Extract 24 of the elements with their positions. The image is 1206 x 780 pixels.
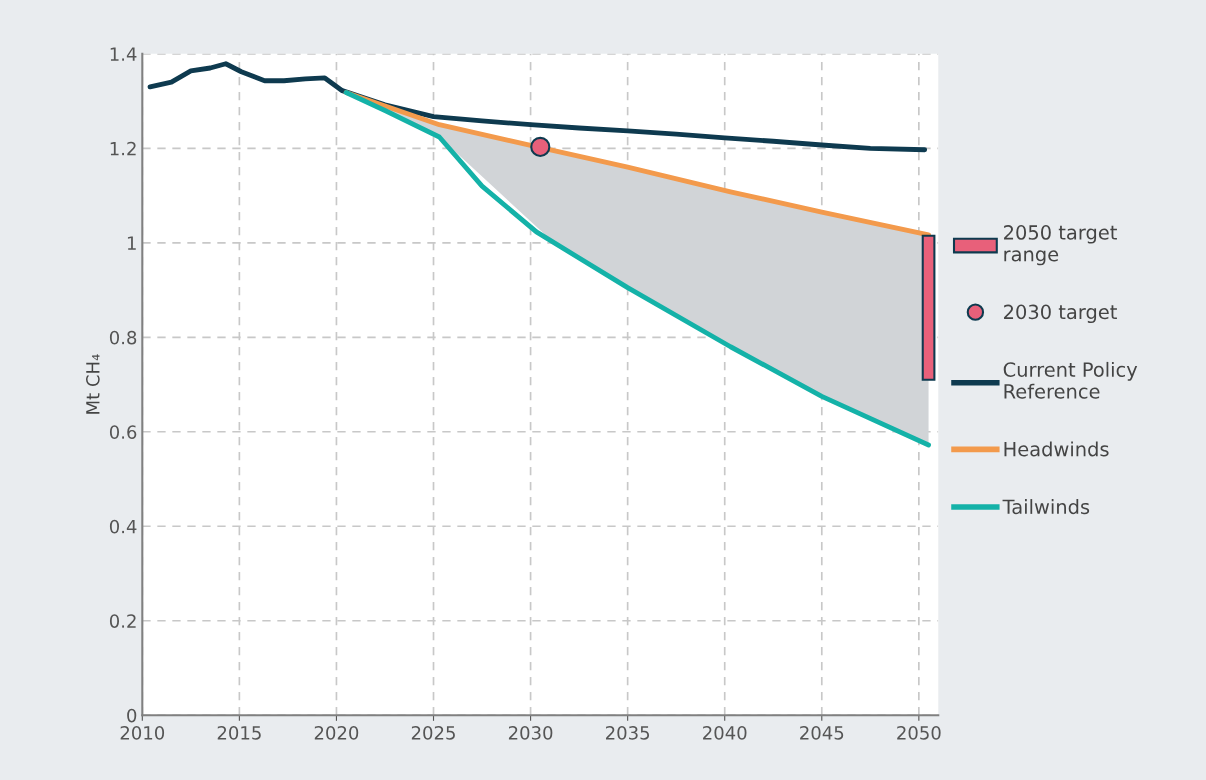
- y-tick-label: 0: [127, 708, 137, 723]
- y-tick-label: 1.4: [110, 47, 137, 61]
- x-tick-label: 2025: [411, 726, 455, 740]
- y-axis-title: Mt CH₄: [86, 354, 100, 414]
- legend-label: 2050 target range: [1004, 225, 1117, 266]
- x-tick-label: 2045: [800, 726, 844, 740]
- y-tick-label: 1.2: [110, 141, 136, 156]
- x-tick-label: 2050: [897, 726, 941, 740]
- x-tick-label: 2030: [508, 726, 553, 740]
- x-tick-label: 2040: [703, 726, 747, 740]
- y-tick-label: 0.2: [109, 614, 136, 628]
- legend-label: 2030 target: [1004, 304, 1117, 324]
- legend-label: Headwinds: [1004, 441, 1109, 457]
- y-tick-label: 1: [127, 236, 136, 250]
- y-tick-label: 0.6: [109, 425, 137, 439]
- x-tick-label: 2020: [314, 726, 359, 740]
- x-tick-label: 2010: [120, 726, 165, 740]
- y-tick-label: 0.8: [109, 330, 137, 345]
- legend-label: Current Policy Reference: [1003, 361, 1138, 399]
- x-tick-label: 2035: [606, 726, 650, 740]
- legend-label: Tailwinds: [1002, 499, 1090, 515]
- line-series: [147, 61, 928, 153]
- y-tick-label: 0.4: [109, 519, 137, 534]
- x-tick-label: 2015: [217, 726, 261, 740]
